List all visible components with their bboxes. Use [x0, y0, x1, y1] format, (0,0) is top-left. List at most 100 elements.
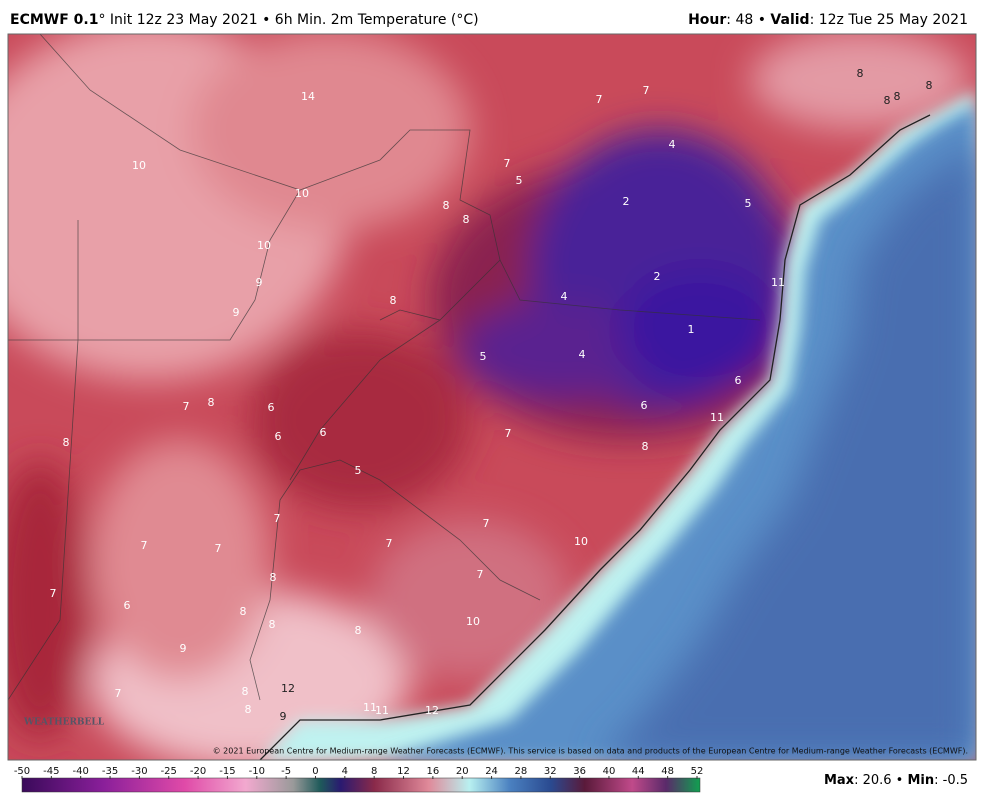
contour-label: 8 [269, 618, 276, 631]
max-min: Max: 20.6 • Min: -0.5 [824, 773, 968, 788]
contour-label: 8 [245, 703, 252, 716]
contour-label: 9 [180, 642, 187, 655]
contour-label: 8 [240, 605, 247, 618]
contour-label: 8 [270, 571, 277, 584]
title: ECMWF 0.1° Init 12z 23 May 2021 • 6h Min… [10, 12, 479, 28]
colorbar-tick-label: 20 [456, 766, 469, 777]
colorbar-tick-label: 0 [312, 766, 318, 777]
colorbar [21, 777, 701, 793]
contour-label: 2 [654, 270, 661, 283]
valid-label: Valid [770, 12, 809, 28]
contour-label: 12 [425, 704, 439, 717]
contour-label: 8 [463, 213, 470, 226]
colorbar-tick-label: 12 [397, 766, 410, 777]
title-bold: ECMWF 0.1 [10, 12, 98, 28]
contour-label: 8 [894, 90, 901, 103]
contour-label: 8 [884, 94, 891, 107]
contour-label: 7 [477, 568, 484, 581]
title-rest: ° Init 12z 23 May 2021 • 6h Min. 2m Temp… [98, 12, 478, 28]
contour-label: 8 [390, 294, 397, 307]
contour-label: 7 [183, 400, 190, 413]
colorbar-tick-label: -10 [249, 766, 265, 777]
contour-label: 11 [375, 704, 389, 717]
contour-label: 10 [257, 239, 271, 252]
contour-label: 7 [50, 587, 57, 600]
colorbar-tick-label: 52 [691, 766, 704, 777]
contour-label: 8 [63, 436, 70, 449]
contour-label: 6 [275, 430, 282, 443]
contour-label: 8 [242, 685, 249, 698]
colorbar-tick-label: 24 [485, 766, 498, 777]
colorbar-tick-label: 48 [661, 766, 674, 777]
contour-label: 6 [735, 374, 742, 387]
contour-label: 2 [623, 195, 630, 208]
borders [8, 34, 761, 701]
logo: WEATHERBELL [23, 718, 105, 728]
contour-label: 7 [141, 539, 148, 552]
contour-label: 7 [215, 542, 222, 555]
hour-label: Hour [688, 12, 726, 28]
contour-label: 12 [281, 682, 295, 695]
contour-label: 6 [124, 599, 131, 612]
contour-label: 8 [355, 624, 362, 637]
contour-label: 11 [363, 701, 377, 714]
colorbar-tick-label: 40 [603, 766, 616, 777]
colorbar-tick-label: 4 [342, 766, 348, 777]
contour-label: 6 [320, 426, 327, 439]
colorbar-tick-label: -20 [190, 766, 206, 777]
contour-label: 1 [688, 323, 695, 336]
colorbar-tick-label: -5 [281, 766, 291, 777]
contour-label: 10 [295, 187, 309, 200]
contour-label: 7 [596, 93, 603, 106]
colorbar-tick-label: 28 [515, 766, 528, 777]
contour-label: 8 [642, 440, 649, 453]
contour-label: 7 [115, 687, 122, 700]
contour-label: 4 [669, 138, 676, 151]
colorbar-tick-label: -40 [73, 766, 89, 777]
colorbar-tick-label: 36 [573, 766, 586, 777]
contour-label: 9 [256, 276, 263, 289]
colorbar-tick-label: -50 [14, 766, 30, 777]
colorbar-tick-label: 32 [544, 766, 557, 777]
contour-label: 9 [233, 306, 240, 319]
contour-label: 10 [132, 159, 146, 172]
colorbar-tick-label: 8 [371, 766, 377, 777]
hour-value: : 48 • [726, 12, 770, 28]
contour-label: 7 [643, 84, 650, 97]
contour-label: 7 [505, 427, 512, 440]
contour-label: 5 [516, 174, 523, 187]
contour-label: 7 [483, 517, 490, 530]
contour-label: 4 [561, 290, 568, 303]
colorbar-tick-label: -35 [102, 766, 118, 777]
colorbar-ticks: -50 -45 -40 -35 -30 -25 -20 -15 -10 -5 0 4 8 12 16 20 24… [14, 766, 704, 779]
contour-label: 8 [208, 396, 215, 409]
contour-label: 7 [386, 537, 393, 550]
contour-label: 11 [771, 276, 785, 289]
contour-label: 7 [274, 512, 281, 525]
header: ECMWF 0.1° Init 12z 23 May 2021 • 6h Min… [10, 12, 968, 28]
contour-label: 7 [504, 157, 511, 170]
max-value: : 20.6 • [854, 773, 907, 788]
contour-label: 14 [301, 90, 315, 103]
valid-info: Hour: 48 • Valid: 12z Tue 25 May 2021 [688, 12, 968, 28]
colorbar-tick-label: -25 [161, 766, 177, 777]
contour-label: 6 [268, 401, 275, 414]
colorbar-tick-label: 16 [427, 766, 440, 777]
contour-label: 4 [579, 348, 586, 361]
contour-label: 5 [480, 350, 487, 363]
contour-label: 9 [280, 710, 287, 723]
contour-label: 10 [466, 615, 480, 628]
colorbar-tick-label: -30 [131, 766, 147, 777]
contour-label: 11 [710, 411, 724, 424]
contour-label: 8 [857, 67, 864, 80]
contour-label: 6 [641, 399, 648, 412]
copyright: © 2021 European Centre for Medium-range … [213, 747, 968, 756]
contour-label: 10 [574, 535, 588, 548]
colorbar-tick-label: 44 [632, 766, 645, 777]
coastline [259, 114, 931, 760]
min-value: : -0.5 [934, 773, 968, 788]
min-label: Min [907, 773, 934, 788]
